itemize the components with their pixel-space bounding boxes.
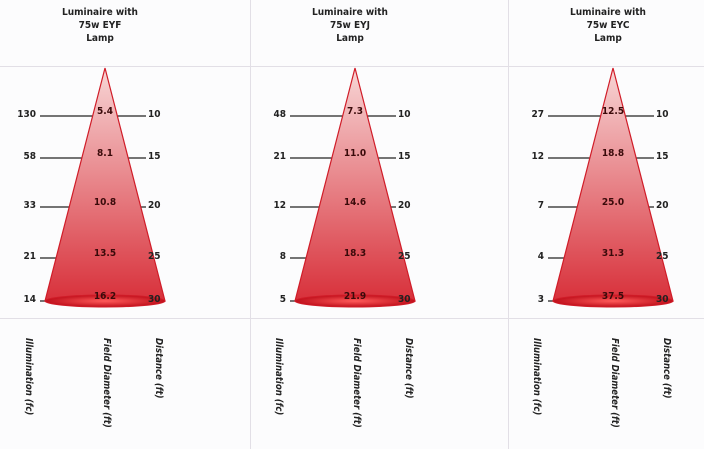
light-cone-diagram xyxy=(548,67,674,308)
light-cone-base xyxy=(44,294,166,308)
field-diameter-axis-label: Field Diameter (ft) xyxy=(101,338,112,428)
distance-value: 20 xyxy=(656,200,669,211)
distance-value: 10 xyxy=(656,109,669,120)
illuminance-value: 27 xyxy=(531,109,544,120)
field-diameter-value: 11.0 xyxy=(343,148,367,159)
field-diameter-value: 31.3 xyxy=(601,248,625,259)
illuminance-value: 14 xyxy=(23,294,36,305)
field-diameter-value: 21.9 xyxy=(343,291,367,302)
luminaire-title-line: Lamp xyxy=(86,33,114,44)
light-cone-diagram xyxy=(290,67,416,308)
grid-divider xyxy=(508,0,509,449)
luminaire-panel-eyf: Luminaire with 75w EYF Lamp 130 5.4 10 58 8.1 15… xyxy=(0,0,262,449)
light-cone xyxy=(44,67,166,302)
illuminance-value: 8 xyxy=(279,251,286,262)
illuminance-value: 48 xyxy=(273,109,286,120)
distance-value: 15 xyxy=(656,151,669,162)
luminaire-title-line: Lamp xyxy=(336,33,364,44)
distance-value: 30 xyxy=(398,294,411,305)
field-diameter-value: 13.5 xyxy=(93,248,117,259)
field-diameter-value: 12.5 xyxy=(601,106,625,117)
distance-value: 30 xyxy=(148,294,161,305)
illuminance-value: 4 xyxy=(537,251,544,262)
field-diameter-value: 14.6 xyxy=(343,197,367,208)
illuminance-value: 130 xyxy=(17,109,36,120)
distance-axis-label: Distance (ft) xyxy=(153,338,164,399)
luminaire-title-line: Luminaire with xyxy=(62,7,138,18)
grid-line xyxy=(0,318,704,319)
distance-value: 25 xyxy=(656,251,669,262)
illuminance-value: 3 xyxy=(537,294,544,305)
luminaire-title-line: Luminaire with xyxy=(570,7,646,18)
field-diameter-value: 25.0 xyxy=(601,197,625,208)
field-diameter-value: 18.8 xyxy=(601,148,625,159)
light-cone xyxy=(294,67,416,302)
illuminance-value: 7 xyxy=(537,200,544,211)
luminaire-title: Luminaire with 75w EYC Lamp xyxy=(548,6,668,45)
distance-value: 10 xyxy=(398,109,411,120)
luminaire-panel-eyj: Luminaire with 75w EYJ Lamp 48 7.3 10 21 11.0 15… xyxy=(250,0,512,449)
illuminance-value: 12 xyxy=(531,151,544,162)
light-cone-base xyxy=(552,294,674,308)
distance-value: 10 xyxy=(148,109,161,120)
illuminance-value: 21 xyxy=(273,151,286,162)
grid-divider xyxy=(250,0,251,449)
field-diameter-value: 10.8 xyxy=(93,197,117,208)
grid-line xyxy=(0,66,704,67)
light-cone-diagram xyxy=(40,67,166,308)
luminaire-panel-eyc: Luminaire with 75w EYC Lamp 27 12.5 10 12 18.8 1… xyxy=(508,0,704,449)
field-diameter-value: 7.3 xyxy=(347,106,363,117)
distance-axis-label: Distance (ft) xyxy=(661,338,672,399)
luminaire-title: Luminaire with 75w EYF Lamp xyxy=(40,6,160,45)
luminaire-title-line: Lamp xyxy=(594,33,622,44)
field-diameter-value: 8.1 xyxy=(97,148,113,159)
luminaire-title-line: 75w EYJ xyxy=(330,20,370,31)
distance-value: 15 xyxy=(148,151,161,162)
illuminance-value: 5 xyxy=(279,294,286,305)
illuminance-value: 58 xyxy=(23,151,36,162)
illuminance-value: 12 xyxy=(273,200,286,211)
distance-value: 20 xyxy=(148,200,161,211)
distance-value: 20 xyxy=(398,200,411,211)
distance-axis-label: Distance (ft) xyxy=(403,338,414,399)
illuminance-value: 33 xyxy=(23,200,36,211)
field-diameter-axis-label: Field Diameter (ft) xyxy=(609,338,620,428)
illuminance-value: 21 xyxy=(23,251,36,262)
luminaire-title-line: 75w EYC xyxy=(586,20,630,31)
illuminance-axis-label: Illumination (fc) xyxy=(273,338,284,416)
field-diameter-value: 18.3 xyxy=(343,248,367,259)
distance-value: 15 xyxy=(398,151,411,162)
field-diameter-value: 16.2 xyxy=(93,291,117,302)
light-cone-base xyxy=(294,294,416,308)
luminaire-title-line: 75w EYF xyxy=(78,20,122,31)
illuminance-axis-label: Illumination (fc) xyxy=(23,338,34,416)
luminaire-title: Luminaire with 75w EYJ Lamp xyxy=(290,6,410,45)
light-cone xyxy=(552,67,674,302)
field-diameter-value: 5.4 xyxy=(97,106,113,117)
luminaire-title-line: Luminaire with xyxy=(312,7,388,18)
distance-value: 30 xyxy=(656,294,669,305)
field-diameter-axis-label: Field Diameter (ft) xyxy=(351,338,362,428)
illuminance-axis-label: Illumination (fc) xyxy=(531,338,542,416)
field-diameter-value: 37.5 xyxy=(601,291,625,302)
distance-value: 25 xyxy=(398,251,411,262)
distance-value: 25 xyxy=(148,251,161,262)
